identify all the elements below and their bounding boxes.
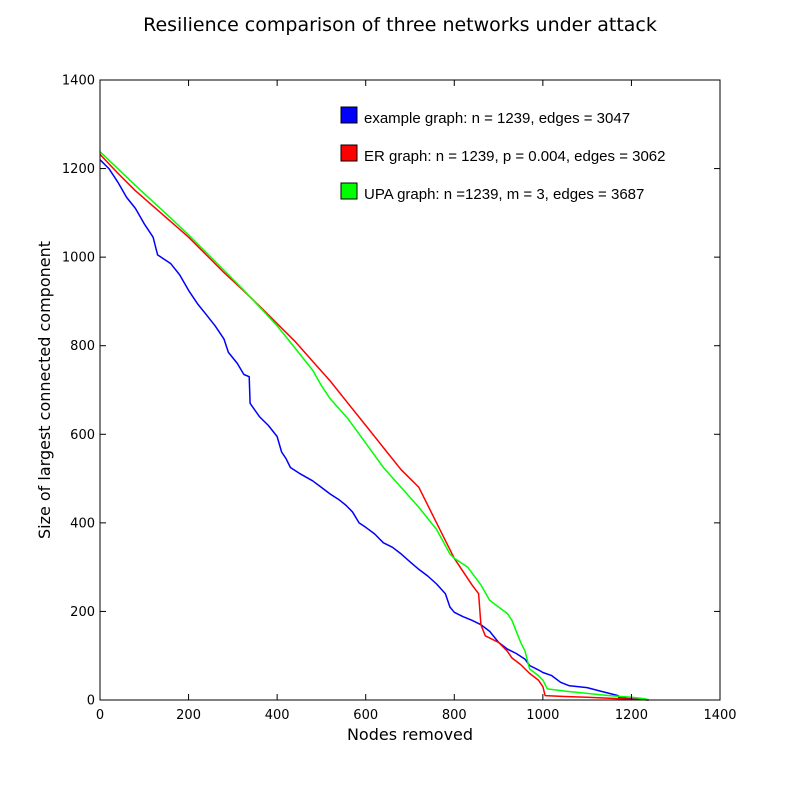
x-tick-label: 1400: [703, 708, 736, 723]
y-tick-label: 0: [87, 694, 95, 709]
axes-frame: [99, 79, 721, 701]
y-axis-title: Size of largest connected component: [35, 241, 54, 539]
x-axis-title: Nodes removed: [347, 725, 473, 744]
legend-swatch-1: [340, 106, 358, 124]
series-line-3: [99, 151, 649, 701]
legend-label-2: ER graph: n = 1239, p = 0.004, edges = 3…: [364, 148, 666, 165]
x-tick-label: 1000: [526, 708, 559, 723]
chart-title: Resilience comparison of three networks …: [143, 14, 657, 36]
y-tick-label: 1000: [62, 251, 95, 266]
y-tick-label: 1400: [62, 74, 95, 89]
x-tick-label: 600: [353, 708, 378, 723]
y-tick-label: 600: [70, 428, 95, 443]
legend-label-3: UPA graph: n =1239, m = 3, edges = 3687: [364, 186, 644, 203]
y-tick-label: 200: [70, 605, 95, 620]
legend-swatch-2: [340, 144, 358, 162]
x-tick-label: 1200: [615, 708, 648, 723]
y-tick-label: 800: [70, 339, 95, 354]
series-line-1: [99, 159, 649, 701]
x-tick-label: 200: [176, 708, 201, 723]
y-tick-label: 1200: [62, 162, 95, 177]
series-line-2: [99, 153, 649, 701]
legend: example graph: n = 1239, edges = 3047 ER …: [340, 106, 666, 203]
x-tick-label: 800: [442, 708, 467, 723]
x-tick-label: 0: [96, 708, 104, 723]
plot-area: 0 200 400 600 800 1000 1200 1400 0 200 400 600 800 10…: [62, 74, 737, 724]
legend-swatch-3: [340, 182, 358, 200]
x-tick-label: 400: [265, 708, 290, 723]
y-tick-label: 400: [70, 516, 95, 531]
legend-label-1: example graph: n = 1239, edges = 3047: [364, 110, 630, 127]
